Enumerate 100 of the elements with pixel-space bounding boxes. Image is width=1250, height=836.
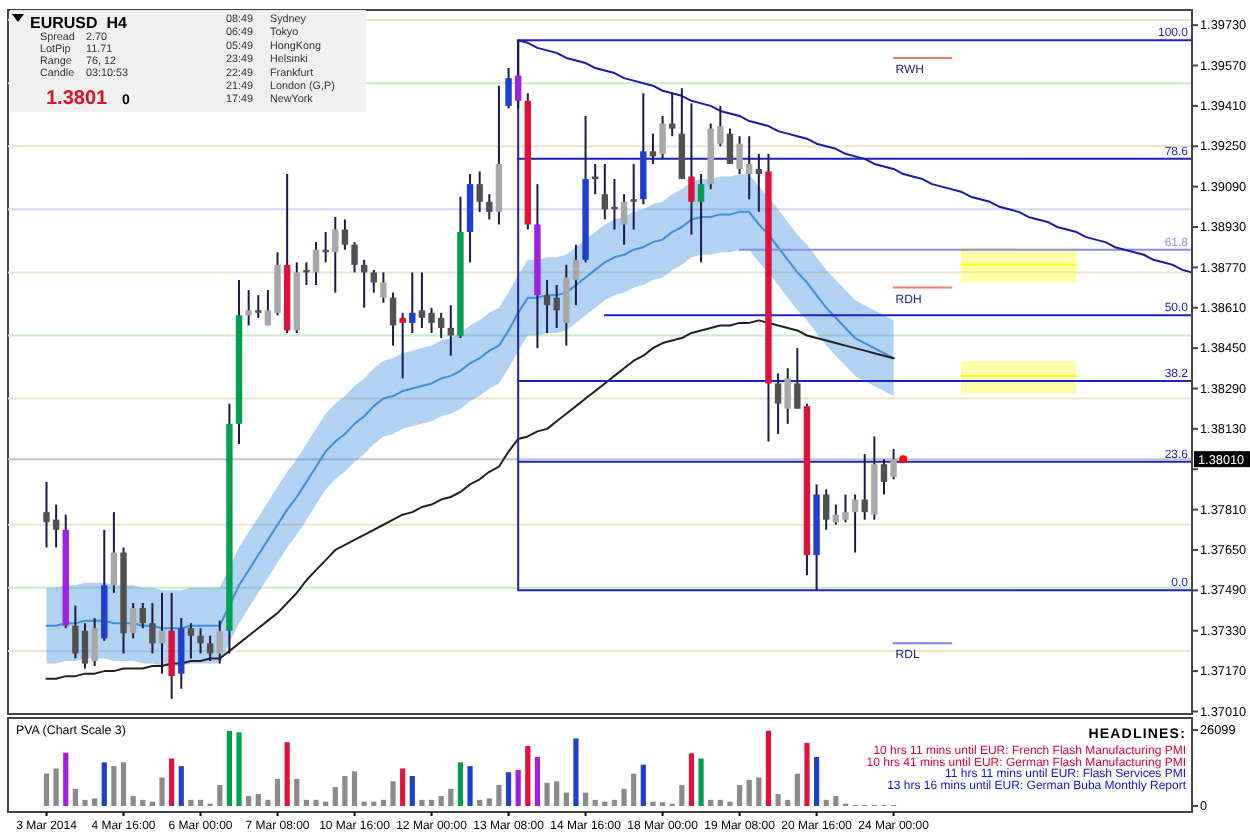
bar [804,742,810,806]
candlestick [678,87,686,181]
bar [554,781,560,806]
candlestick [389,291,397,347]
candlestick [697,173,705,264]
candlestick [341,218,349,251]
bar [708,799,714,806]
bar [284,742,290,806]
candlestick [669,92,676,138]
bar [169,758,175,806]
bar [303,799,310,806]
bar [794,773,800,806]
candlestick [245,289,252,327]
candlestick [688,102,695,236]
candlestick [370,268,377,294]
bar [332,787,338,806]
bar [409,776,415,806]
bar [53,768,59,806]
bar [111,766,117,806]
bar [140,799,146,806]
bar [457,762,464,806]
candlestick [466,173,474,264]
bar [92,798,98,806]
bar [428,799,435,806]
bar [236,732,242,806]
bar [717,799,723,806]
candlestick [139,601,146,630]
bar [573,738,579,806]
candlestick [312,241,320,287]
bar [611,799,618,806]
bar [419,799,425,806]
candlestick [129,601,137,640]
bar [294,778,300,806]
bar [120,762,127,806]
bar [226,730,232,806]
bar [515,769,521,806]
candlestick [351,241,358,274]
candlestick [178,617,185,690]
candlestick [187,622,195,660]
candlestick [380,271,387,304]
candlestick [399,311,406,380]
bar [621,788,627,806]
bar [525,746,531,806]
candlestick [726,127,734,165]
candlestick [197,627,204,655]
candlestick [659,114,666,160]
bar [563,792,569,806]
bar [631,773,637,806]
candlestick [110,511,118,594]
bar [496,785,502,806]
bar [274,778,281,806]
bar [592,799,598,806]
candlestick [332,215,339,294]
candlestick [476,170,483,213]
candlestick [774,372,782,435]
bar [534,757,541,806]
bar [544,782,550,806]
bar [246,796,252,806]
bar [679,785,685,806]
candlestick [495,84,503,226]
bar [351,771,358,806]
candlestick [620,193,628,246]
bar [188,799,194,806]
candlestick [630,162,637,231]
bar [390,781,396,806]
bar [197,799,204,806]
candlestick [784,367,791,425]
bar [765,730,772,806]
candlestick [514,39,522,110]
candlestick [149,601,156,655]
bar [101,762,107,806]
text: EURUSD H4 [30,14,129,32]
candlestick [880,458,888,496]
bar [178,766,184,806]
bar [217,785,223,806]
candlestick [649,132,657,165]
candlestick [168,591,175,700]
bar [400,768,406,806]
candlestick [640,92,647,206]
candlestick [447,304,454,357]
bar [736,785,743,806]
bar [438,796,444,806]
bar [833,796,839,806]
candlestick [409,271,416,334]
bar [380,799,387,806]
bar [159,777,165,806]
bar [505,772,512,806]
bar [63,752,69,806]
candlestick [216,619,223,665]
candlestick [486,193,493,221]
bar [313,799,319,806]
bar [486,798,492,806]
bar [582,792,589,806]
bar [640,764,646,806]
line-series [45,319,895,680]
bar [698,758,704,806]
candlestick [794,347,801,410]
bar [72,788,78,806]
candlestick [91,617,98,668]
bar [688,753,695,806]
